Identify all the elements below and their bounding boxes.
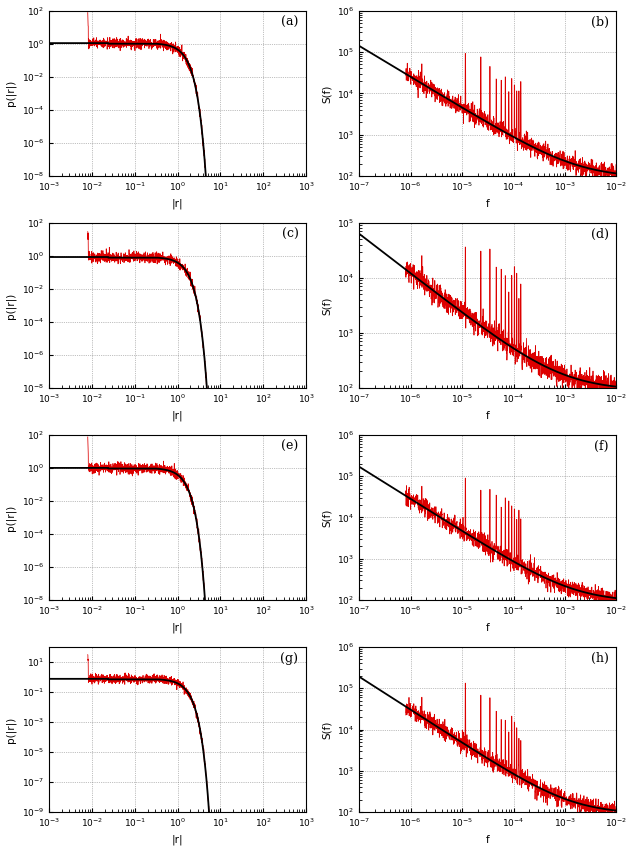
Text: (f): (f) [594, 440, 608, 453]
Text: (a): (a) [281, 15, 298, 29]
X-axis label: f: f [486, 199, 490, 208]
Text: (e): (e) [281, 440, 298, 453]
Y-axis label: S(f): S(f) [322, 296, 332, 315]
X-axis label: |r|: |r| [172, 623, 184, 633]
X-axis label: |r|: |r| [172, 199, 184, 209]
X-axis label: |r|: |r| [172, 411, 184, 421]
X-axis label: f: f [486, 835, 490, 845]
X-axis label: f: f [486, 623, 490, 633]
Y-axis label: p(|r|): p(|r|) [6, 717, 16, 743]
Y-axis label: p(|r|): p(|r|) [6, 292, 16, 318]
Text: (h): (h) [591, 652, 608, 665]
Y-axis label: S(f): S(f) [322, 720, 332, 739]
Y-axis label: p(|r|): p(|r|) [6, 505, 16, 530]
Y-axis label: S(f): S(f) [322, 508, 332, 527]
Text: (b): (b) [591, 15, 608, 29]
X-axis label: f: f [486, 411, 490, 421]
X-axis label: |r|: |r| [172, 835, 184, 845]
Y-axis label: S(f): S(f) [322, 84, 332, 103]
Text: (g): (g) [280, 652, 298, 665]
Y-axis label: p(|r|): p(|r|) [6, 80, 16, 106]
Text: (c): (c) [282, 228, 298, 241]
Text: (d): (d) [591, 228, 608, 241]
